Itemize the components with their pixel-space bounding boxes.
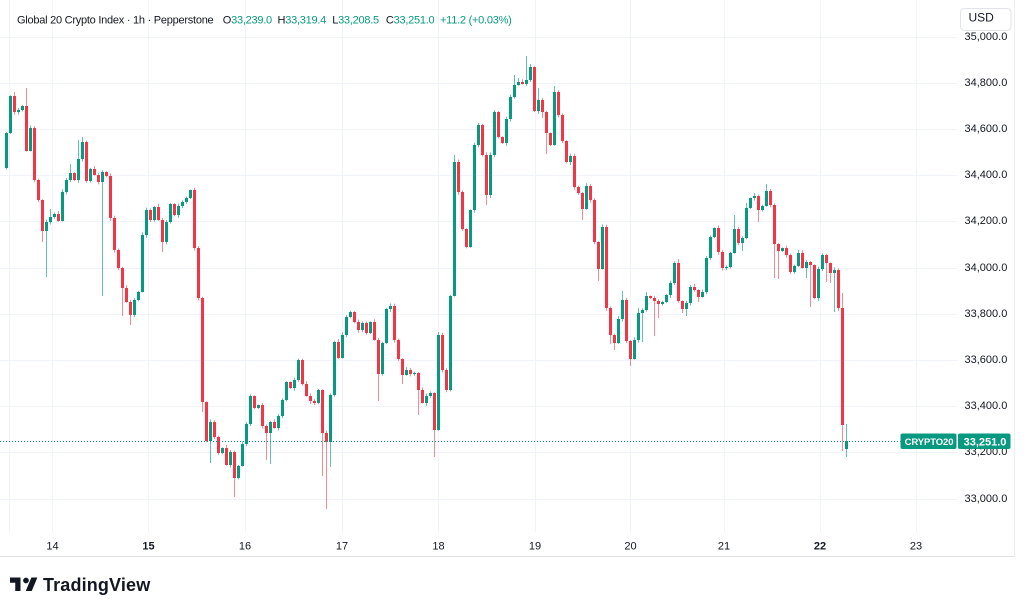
svg-text:34,800.0: 34,800.0: [965, 77, 1008, 89]
svg-text:34,400.0: 34,400.0: [965, 169, 1008, 181]
svg-text:33,800.0: 33,800.0: [965, 308, 1008, 320]
svg-text:Global 20 Crypto Index · 1h ·: Global 20 Crypto Index · 1h · Pepperston…: [17, 14, 214, 26]
svg-text:15: 15: [142, 540, 154, 552]
svg-text:22: 22: [814, 540, 826, 552]
svg-text:TradingView: TradingView: [43, 575, 151, 595]
svg-text:20: 20: [624, 540, 636, 552]
svg-text:33,000.0: 33,000.0: [965, 493, 1008, 505]
svg-text:34,000.0: 34,000.0: [965, 262, 1008, 274]
svg-text:33,600.0: 33,600.0: [965, 354, 1008, 366]
svg-text:33,400.0: 33,400.0: [965, 400, 1008, 412]
svg-text:23: 23: [910, 540, 922, 552]
svg-text:34,600.0: 34,600.0: [965, 123, 1008, 135]
svg-text:USD: USD: [969, 10, 995, 24]
svg-text:19: 19: [529, 540, 541, 552]
svg-text:18: 18: [432, 540, 444, 552]
svg-text:CRYPTO20: CRYPTO20: [905, 437, 954, 448]
svg-text:34,200.0: 34,200.0: [965, 215, 1008, 227]
svg-text:21: 21: [718, 540, 730, 552]
svg-text:33,251.0: 33,251.0: [964, 436, 1007, 448]
svg-text:14: 14: [46, 540, 58, 552]
svg-text:16: 16: [239, 540, 251, 552]
svg-text:17: 17: [336, 540, 348, 552]
svg-text:35,000.0: 35,000.0: [965, 31, 1008, 43]
